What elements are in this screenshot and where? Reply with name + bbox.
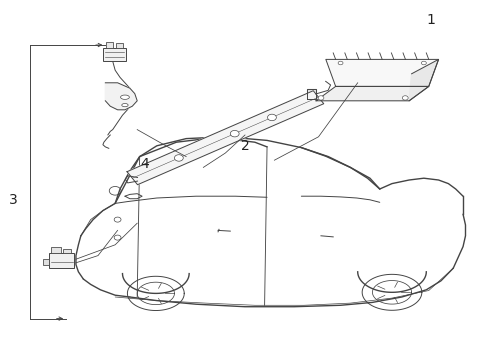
Bar (103, 48, 126, 61)
Circle shape (114, 217, 121, 222)
Circle shape (114, 235, 121, 240)
Circle shape (421, 61, 426, 65)
Bar (106, 42, 113, 48)
Polygon shape (127, 91, 324, 185)
Bar (51, 247, 61, 253)
Bar (49, 253, 74, 268)
Circle shape (402, 96, 408, 100)
Text: 3: 3 (9, 193, 18, 207)
Polygon shape (409, 59, 439, 101)
Bar (43, 259, 49, 265)
Polygon shape (316, 86, 429, 101)
Circle shape (174, 155, 183, 161)
Circle shape (109, 186, 121, 195)
Bar (116, 43, 122, 48)
Polygon shape (307, 89, 316, 99)
Text: 4: 4 (140, 157, 149, 171)
Polygon shape (326, 59, 439, 86)
Text: 2: 2 (241, 139, 249, 153)
Bar (63, 249, 71, 253)
Polygon shape (105, 83, 137, 110)
Circle shape (338, 61, 343, 65)
Circle shape (230, 130, 239, 137)
Circle shape (268, 114, 276, 121)
Ellipse shape (121, 95, 129, 99)
Circle shape (318, 96, 324, 100)
Ellipse shape (122, 104, 128, 107)
Text: 1: 1 (427, 13, 436, 27)
